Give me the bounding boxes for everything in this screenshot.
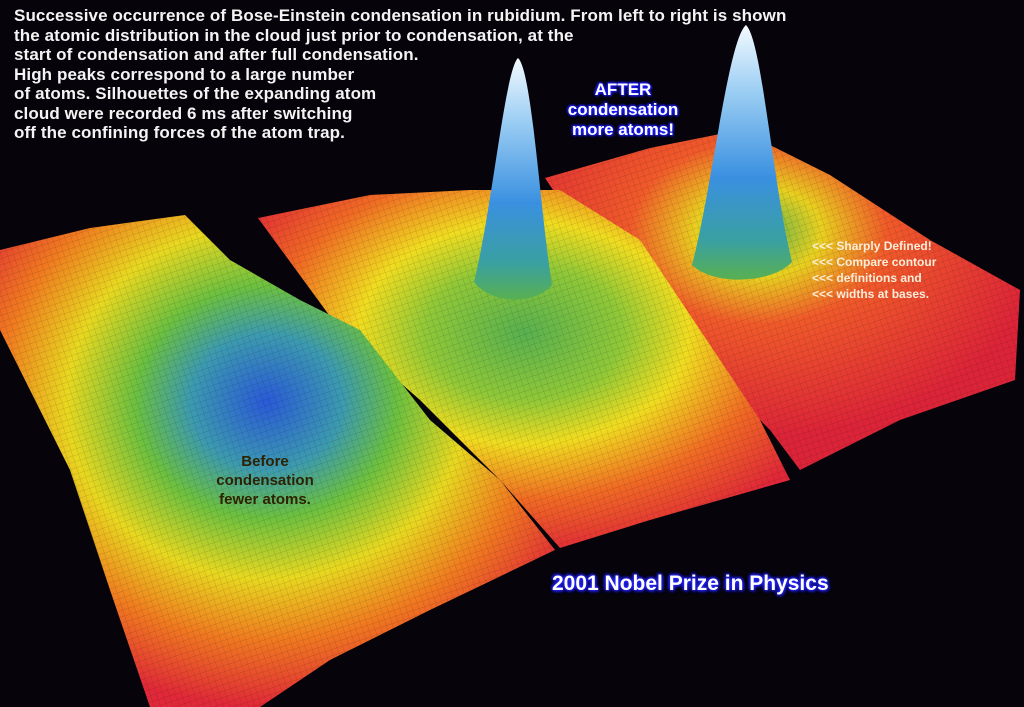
caption-line: the atomic distribution in the cloud jus… bbox=[14, 25, 574, 45]
comparison-notes: <<< Sharply Defined! <<< Compare contour… bbox=[812, 238, 936, 302]
note-line: <<< definitions and bbox=[812, 271, 922, 285]
caption-line: cloud were recorded 6 ms after switching bbox=[14, 103, 353, 123]
before-condensation-label: Before condensation fewer atoms. bbox=[190, 452, 340, 509]
label-line: Before bbox=[241, 453, 289, 470]
peak-right bbox=[692, 25, 792, 280]
label-line: condensation bbox=[567, 100, 679, 119]
caption-line: off the confining forces of the atom tra… bbox=[14, 123, 345, 142]
label-line: fewer atoms. bbox=[219, 491, 311, 508]
after-condensation-label: AFTER condensation more atoms! bbox=[548, 80, 698, 140]
label-line: more atoms! bbox=[571, 120, 675, 139]
note-line: <<< Sharply Defined! bbox=[812, 239, 932, 253]
caption-line: High peaks correspond to a large number bbox=[14, 64, 355, 84]
figure-caption: Successive occurrence of Bose-Einstein c… bbox=[14, 6, 786, 143]
nobel-prize-label: 2001 Nobel Prize in Physics bbox=[552, 572, 829, 595]
note-line: <<< widths at bases. bbox=[812, 287, 930, 301]
caption-line: of atoms. Silhouettes of the expanding a… bbox=[14, 84, 377, 103]
peak-middle bbox=[474, 58, 552, 300]
label-line: condensation bbox=[216, 472, 314, 489]
caption-line: start of condensation and after full con… bbox=[14, 45, 419, 64]
label-line: AFTER bbox=[594, 80, 652, 99]
caption-line: Successive occurrence of Bose-Einstein c… bbox=[14, 6, 787, 25]
note-line: <<< Compare contour bbox=[812, 255, 937, 269]
